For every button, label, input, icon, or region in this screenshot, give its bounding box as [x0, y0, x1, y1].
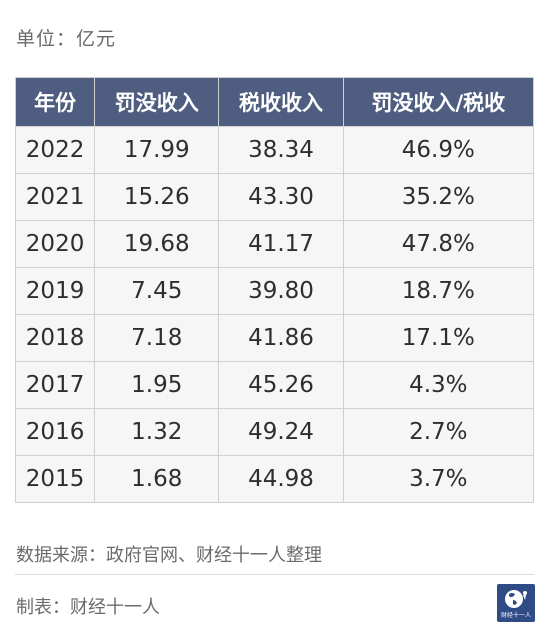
- cell-ratio: 18.7%: [342, 267, 535, 315]
- cell-fines: 15.26: [94, 173, 220, 221]
- cell-ratio: 35.2%: [342, 173, 535, 221]
- cell-tax: 45.26: [218, 361, 344, 409]
- header-ratio: 罚没收入/税收: [342, 77, 535, 127]
- cell-tax: 41.86: [218, 314, 344, 362]
- cell-year: 2015: [14, 455, 96, 503]
- table-row: 2022 17.99 38.34 46.9%: [14, 126, 535, 174]
- table-row: 2021 15.26 43.30 35.2%: [14, 173, 535, 221]
- credit-note: 制表：财经十一人: [16, 597, 160, 618]
- cell-ratio: 2.7%: [342, 408, 535, 456]
- cell-tax: 41.17: [218, 220, 344, 268]
- cell-fines: 1.32: [94, 408, 220, 456]
- source-note: 数据来源：政府官网、财经十一人整理: [16, 545, 322, 566]
- cell-fines: 19.68: [94, 220, 220, 268]
- cell-fines: 17.99: [94, 126, 220, 174]
- header-year: 年份: [14, 77, 96, 127]
- cell-ratio: 47.8%: [342, 220, 535, 268]
- divider: [15, 574, 534, 575]
- cell-tax: 38.34: [218, 126, 344, 174]
- cell-tax: 39.80: [218, 267, 344, 315]
- table-row: 2018 7.18 41.86 17.1%: [14, 314, 535, 362]
- cell-year: 2017: [14, 361, 96, 409]
- cell-ratio: 17.1%: [342, 314, 535, 362]
- globe-logo-icon: 财经十一人: [497, 584, 535, 622]
- cell-ratio: 4.3%: [342, 361, 535, 409]
- unit-label: 单位：亿元: [16, 28, 117, 50]
- table-row: 2016 1.32 49.24 2.7%: [14, 408, 535, 456]
- cell-fines: 7.45: [94, 267, 220, 315]
- cell-year: 2021: [14, 173, 96, 221]
- header-fines-revenue: 罚没收入: [94, 77, 220, 127]
- cell-fines: 1.68: [94, 455, 220, 503]
- table-row: 2019 7.45 39.80 18.7%: [14, 267, 535, 315]
- cell-year: 2020: [14, 220, 96, 268]
- cell-year: 2022: [14, 126, 96, 174]
- table-row: 2017 1.95 45.26 4.3%: [14, 361, 535, 409]
- cell-fines: 1.95: [94, 361, 220, 409]
- cell-year: 2018: [14, 314, 96, 362]
- table-header-row: 年份 罚没收入 税收收入 罚没收入/税收: [14, 77, 535, 127]
- header-tax-revenue: 税收收入: [218, 77, 344, 127]
- data-table: 年份 罚没收入 税收收入 罚没收入/税收 2022 17.99 38.34 46…: [14, 77, 535, 503]
- table-row: 2015 1.68 44.98 3.7%: [14, 455, 535, 503]
- table-row: 2020 19.68 41.17 47.8%: [14, 220, 535, 268]
- cell-ratio: 46.9%: [342, 126, 535, 174]
- logo-text: 财经十一人: [500, 612, 531, 619]
- cell-year: 2016: [14, 408, 96, 456]
- cell-tax: 44.98: [218, 455, 344, 503]
- cell-tax: 49.24: [218, 408, 344, 456]
- cell-year: 2019: [14, 267, 96, 315]
- cell-fines: 7.18: [94, 314, 220, 362]
- cell-ratio: 3.7%: [342, 455, 535, 503]
- cell-tax: 43.30: [218, 173, 344, 221]
